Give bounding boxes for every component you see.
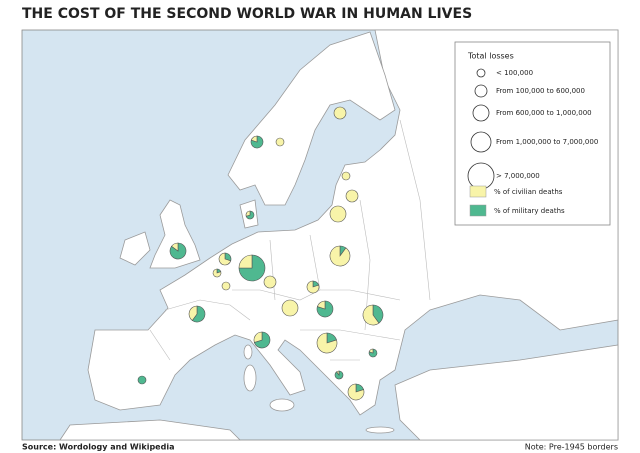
pie-slice <box>281 299 299 317</box>
pie <box>137 375 147 385</box>
pie-slice <box>212 268 222 278</box>
pie-slice <box>263 275 277 289</box>
pie-slice <box>347 383 365 401</box>
legend-label: % of civilian deaths <box>494 188 563 196</box>
pie-slice <box>345 189 359 203</box>
pie <box>250 135 264 149</box>
pie-slice <box>316 300 334 318</box>
pie <box>263 275 277 289</box>
pie <box>253 331 271 349</box>
legend-swatch <box>469 204 487 217</box>
pie <box>316 300 334 318</box>
pie <box>345 189 359 203</box>
pie-slice <box>245 210 251 217</box>
pie-slice <box>368 348 374 354</box>
pie <box>281 299 299 317</box>
legend-size-circle <box>470 131 492 153</box>
legend-size-label: From 100,000 to 600,000 <box>496 87 585 95</box>
pie <box>238 254 266 282</box>
pie-slice <box>137 375 147 385</box>
pie-slice <box>362 304 380 326</box>
pie-slice <box>238 254 253 269</box>
pie <box>212 268 222 278</box>
legend-size-label: < 100,000 <box>496 69 533 77</box>
legend-title: Total losses <box>467 52 514 61</box>
title: THE COST OF THE SECOND WORLD WAR IN HUMA… <box>22 6 472 22</box>
pie <box>218 252 232 266</box>
pie-slice <box>336 370 340 376</box>
pie <box>334 370 344 380</box>
pie <box>245 210 255 220</box>
legend-swatch <box>469 185 487 198</box>
pie <box>169 242 187 260</box>
pie-slice <box>250 135 264 149</box>
note: Note: Pre-1945 borders <box>525 443 618 452</box>
pie <box>221 281 231 291</box>
pie-slice <box>221 281 231 291</box>
pie <box>347 383 365 401</box>
pie-slice <box>218 252 232 266</box>
legend-size-label: From 600,000 to 1,000,000 <box>496 109 592 117</box>
pie <box>368 348 378 358</box>
legend-size-circle <box>467 162 495 190</box>
pie-slice <box>329 245 351 267</box>
legend-label: % of military deaths <box>494 207 565 215</box>
legend-size-label: > 7,000,000 <box>496 172 540 180</box>
pie <box>329 205 347 223</box>
pie-slice <box>253 331 263 343</box>
legend-size-label: From 1,000,000 to 7,000,000 <box>496 138 598 146</box>
pie <box>329 245 351 267</box>
pie-slice <box>372 304 384 324</box>
legend: Total losses < 100,000 From 100,000 to 60… <box>454 41 611 226</box>
pie <box>275 137 285 147</box>
legend-size-circle <box>476 68 486 78</box>
pie-layer <box>137 106 384 401</box>
pie <box>333 106 347 120</box>
source: Source: Wordology and Wikipedia <box>22 443 174 452</box>
pie <box>362 304 384 326</box>
pie-slice <box>333 106 347 120</box>
pie-slice <box>341 171 351 181</box>
pie-slice <box>317 300 326 310</box>
pie <box>341 171 351 181</box>
pie-slice <box>316 332 338 354</box>
pie-slice <box>188 305 198 321</box>
pie <box>306 280 320 294</box>
pie-slice <box>250 135 258 143</box>
pie-slice <box>329 205 347 223</box>
pie-slice <box>191 305 206 323</box>
pie <box>188 305 206 323</box>
pie <box>316 332 338 354</box>
pie-slice <box>171 242 179 252</box>
pie-slice <box>275 137 285 147</box>
legend-items: < 100,000 From 100,000 to 600,000 From 600… <box>467 68 598 217</box>
pie-slice <box>306 280 320 294</box>
legend-size-circle <box>472 104 490 122</box>
legend-size-circle <box>474 84 488 98</box>
